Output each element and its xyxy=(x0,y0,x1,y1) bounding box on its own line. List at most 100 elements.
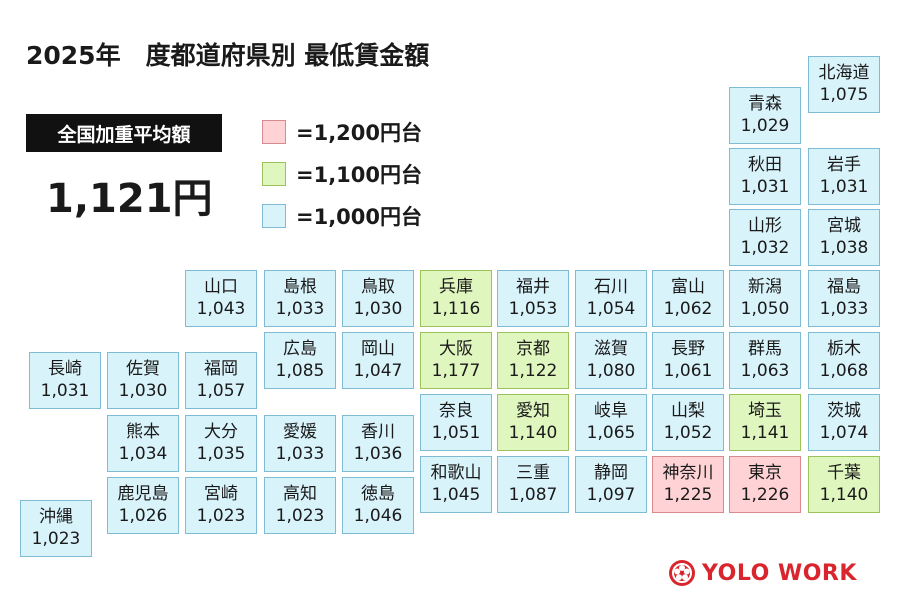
prefecture-wage: 1,031 xyxy=(740,176,790,197)
prefecture-wage: 1,061 xyxy=(663,360,713,381)
prefecture-name: 山形 xyxy=(748,216,782,237)
prefecture-wage: 1,075 xyxy=(819,84,869,105)
prefecture-wage: 1,063 xyxy=(740,360,790,381)
prefecture-name: 三重 xyxy=(516,463,550,484)
prefecture-wage: 1,074 xyxy=(819,422,869,443)
prefecture-wage: 1,140 xyxy=(819,484,869,505)
prefecture-wage: 1,046 xyxy=(353,505,403,526)
prefecture-box: 京都 1,122 xyxy=(497,332,569,389)
prefecture-name: 兵庫 xyxy=(439,277,473,298)
prefecture-box: 福井 1,053 xyxy=(497,270,569,327)
prefecture-box: 山梨 1,052 xyxy=(652,394,724,451)
legend-swatch-1000 xyxy=(262,204,286,228)
prefecture-name: 徳島 xyxy=(361,484,395,505)
prefecture-box: 長崎 1,031 xyxy=(29,352,101,409)
prefecture-box: 三重 1,087 xyxy=(497,456,569,513)
prefecture-wage: 1,140 xyxy=(508,422,558,443)
prefecture-name: 富山 xyxy=(671,277,705,298)
page-title: 2025年 度都道府県別 最低賃金額 xyxy=(26,41,430,70)
prefecture-box: 大分 1,035 xyxy=(185,415,257,472)
prefecture-box: 愛知 1,140 xyxy=(497,394,569,451)
brand-logo: YOLO WORK xyxy=(668,559,857,587)
prefecture-wage: 1,062 xyxy=(663,298,713,319)
prefecture-name: 沖縄 xyxy=(39,507,73,528)
prefecture-box: 富山 1,062 xyxy=(652,270,724,327)
legend-label-1100: =1,100円台 xyxy=(296,163,423,187)
prefecture-wage: 1,068 xyxy=(819,360,869,381)
prefecture-wage: 1,097 xyxy=(586,484,636,505)
prefecture-wage: 1,023 xyxy=(31,528,81,549)
prefecture-wage: 1,036 xyxy=(353,443,403,464)
prefecture-name: 北海道 xyxy=(818,63,870,84)
prefecture-box: 埼玉 1,141 xyxy=(729,394,801,451)
prefecture-name: 石川 xyxy=(594,277,628,298)
prefecture-wage: 1,225 xyxy=(663,484,713,505)
prefecture-name: 山梨 xyxy=(671,401,705,422)
legend-item-1200: =1,200円台 xyxy=(262,117,422,147)
prefecture-name: 高知 xyxy=(283,484,317,505)
prefecture-name: 千葉 xyxy=(827,463,861,484)
prefecture-box: 茨城 1,074 xyxy=(808,394,880,451)
prefecture-box: 熊本 1,034 xyxy=(107,415,179,472)
prefecture-wage: 1,050 xyxy=(740,298,790,319)
prefecture-name: 香川 xyxy=(361,422,395,443)
prefecture-wage: 1,026 xyxy=(118,505,168,526)
prefecture-wage: 1,065 xyxy=(586,422,636,443)
prefecture-box: 北海道 1,075 xyxy=(808,56,880,113)
prefecture-wage: 1,116 xyxy=(431,298,481,319)
legend-item-1100: =1,100円台 xyxy=(262,159,422,189)
legend-item-1000: =1,000円台 xyxy=(262,201,422,231)
prefecture-name: 福井 xyxy=(516,277,550,298)
prefecture-wage: 1,054 xyxy=(586,298,636,319)
prefecture-name: 宮崎 xyxy=(204,484,238,505)
prefecture-name: 大分 xyxy=(204,422,238,443)
prefecture-box: 東京 1,226 xyxy=(729,456,801,513)
prefecture-box: 沖縄 1,023 xyxy=(20,500,92,557)
prefecture-name: 青森 xyxy=(748,94,782,115)
prefecture-name: 広島 xyxy=(283,339,317,360)
prefecture-box: 神奈川 1,225 xyxy=(652,456,724,513)
prefecture-box: 静岡 1,097 xyxy=(575,456,647,513)
prefecture-wage: 1,033 xyxy=(275,298,325,319)
legend-swatch-1200 xyxy=(262,120,286,144)
prefecture-name: 京都 xyxy=(516,339,550,360)
prefecture-box: 新潟 1,050 xyxy=(729,270,801,327)
prefecture-name: 岐阜 xyxy=(594,401,628,422)
legend-label-1000: =1,000円台 xyxy=(296,205,423,229)
prefecture-wage: 1,023 xyxy=(275,505,325,526)
prefecture-box: 徳島 1,046 xyxy=(342,477,414,534)
prefecture-wage: 1,029 xyxy=(740,115,790,136)
prefecture-name: 愛知 xyxy=(516,401,550,422)
prefecture-name: 山口 xyxy=(204,277,238,298)
prefecture-wage: 1,051 xyxy=(431,422,481,443)
prefecture-box: 福島 1,033 xyxy=(808,270,880,327)
prefecture-name: 福岡 xyxy=(204,359,238,380)
prefecture-name: 東京 xyxy=(748,463,782,484)
prefecture-box: 千葉 1,140 xyxy=(808,456,880,513)
prefecture-box: 岐阜 1,065 xyxy=(575,394,647,451)
prefecture-box: 佐賀 1,030 xyxy=(107,352,179,409)
prefecture-wage: 1,045 xyxy=(431,484,481,505)
prefecture-name: 福島 xyxy=(827,277,861,298)
prefecture-name: 鳥取 xyxy=(361,277,395,298)
prefecture-box: 山形 1,032 xyxy=(729,209,801,266)
prefecture-box: 広島 1,085 xyxy=(264,332,336,389)
prefecture-wage: 1,038 xyxy=(819,237,869,258)
prefecture-name: 秋田 xyxy=(748,155,782,176)
prefecture-wage: 1,087 xyxy=(508,484,558,505)
prefecture-wage: 1,053 xyxy=(508,298,558,319)
prefecture-wage: 1,177 xyxy=(431,360,481,381)
prefecture-box: 愛媛 1,033 xyxy=(264,415,336,472)
prefecture-wage: 1,030 xyxy=(353,298,403,319)
prefecture-name: 新潟 xyxy=(748,277,782,298)
prefecture-box: 福岡 1,057 xyxy=(185,352,257,409)
prefecture-box: 大阪 1,177 xyxy=(420,332,492,389)
prefecture-wage: 1,043 xyxy=(196,298,246,319)
prefecture-name: 長崎 xyxy=(48,359,82,380)
prefecture-box: 島根 1,033 xyxy=(264,270,336,327)
prefecture-name: 鹿児島 xyxy=(117,484,169,505)
prefecture-name: 神奈川 xyxy=(662,463,714,484)
prefecture-name: 群馬 xyxy=(748,339,782,360)
prefecture-box: 青森 1,029 xyxy=(729,87,801,144)
